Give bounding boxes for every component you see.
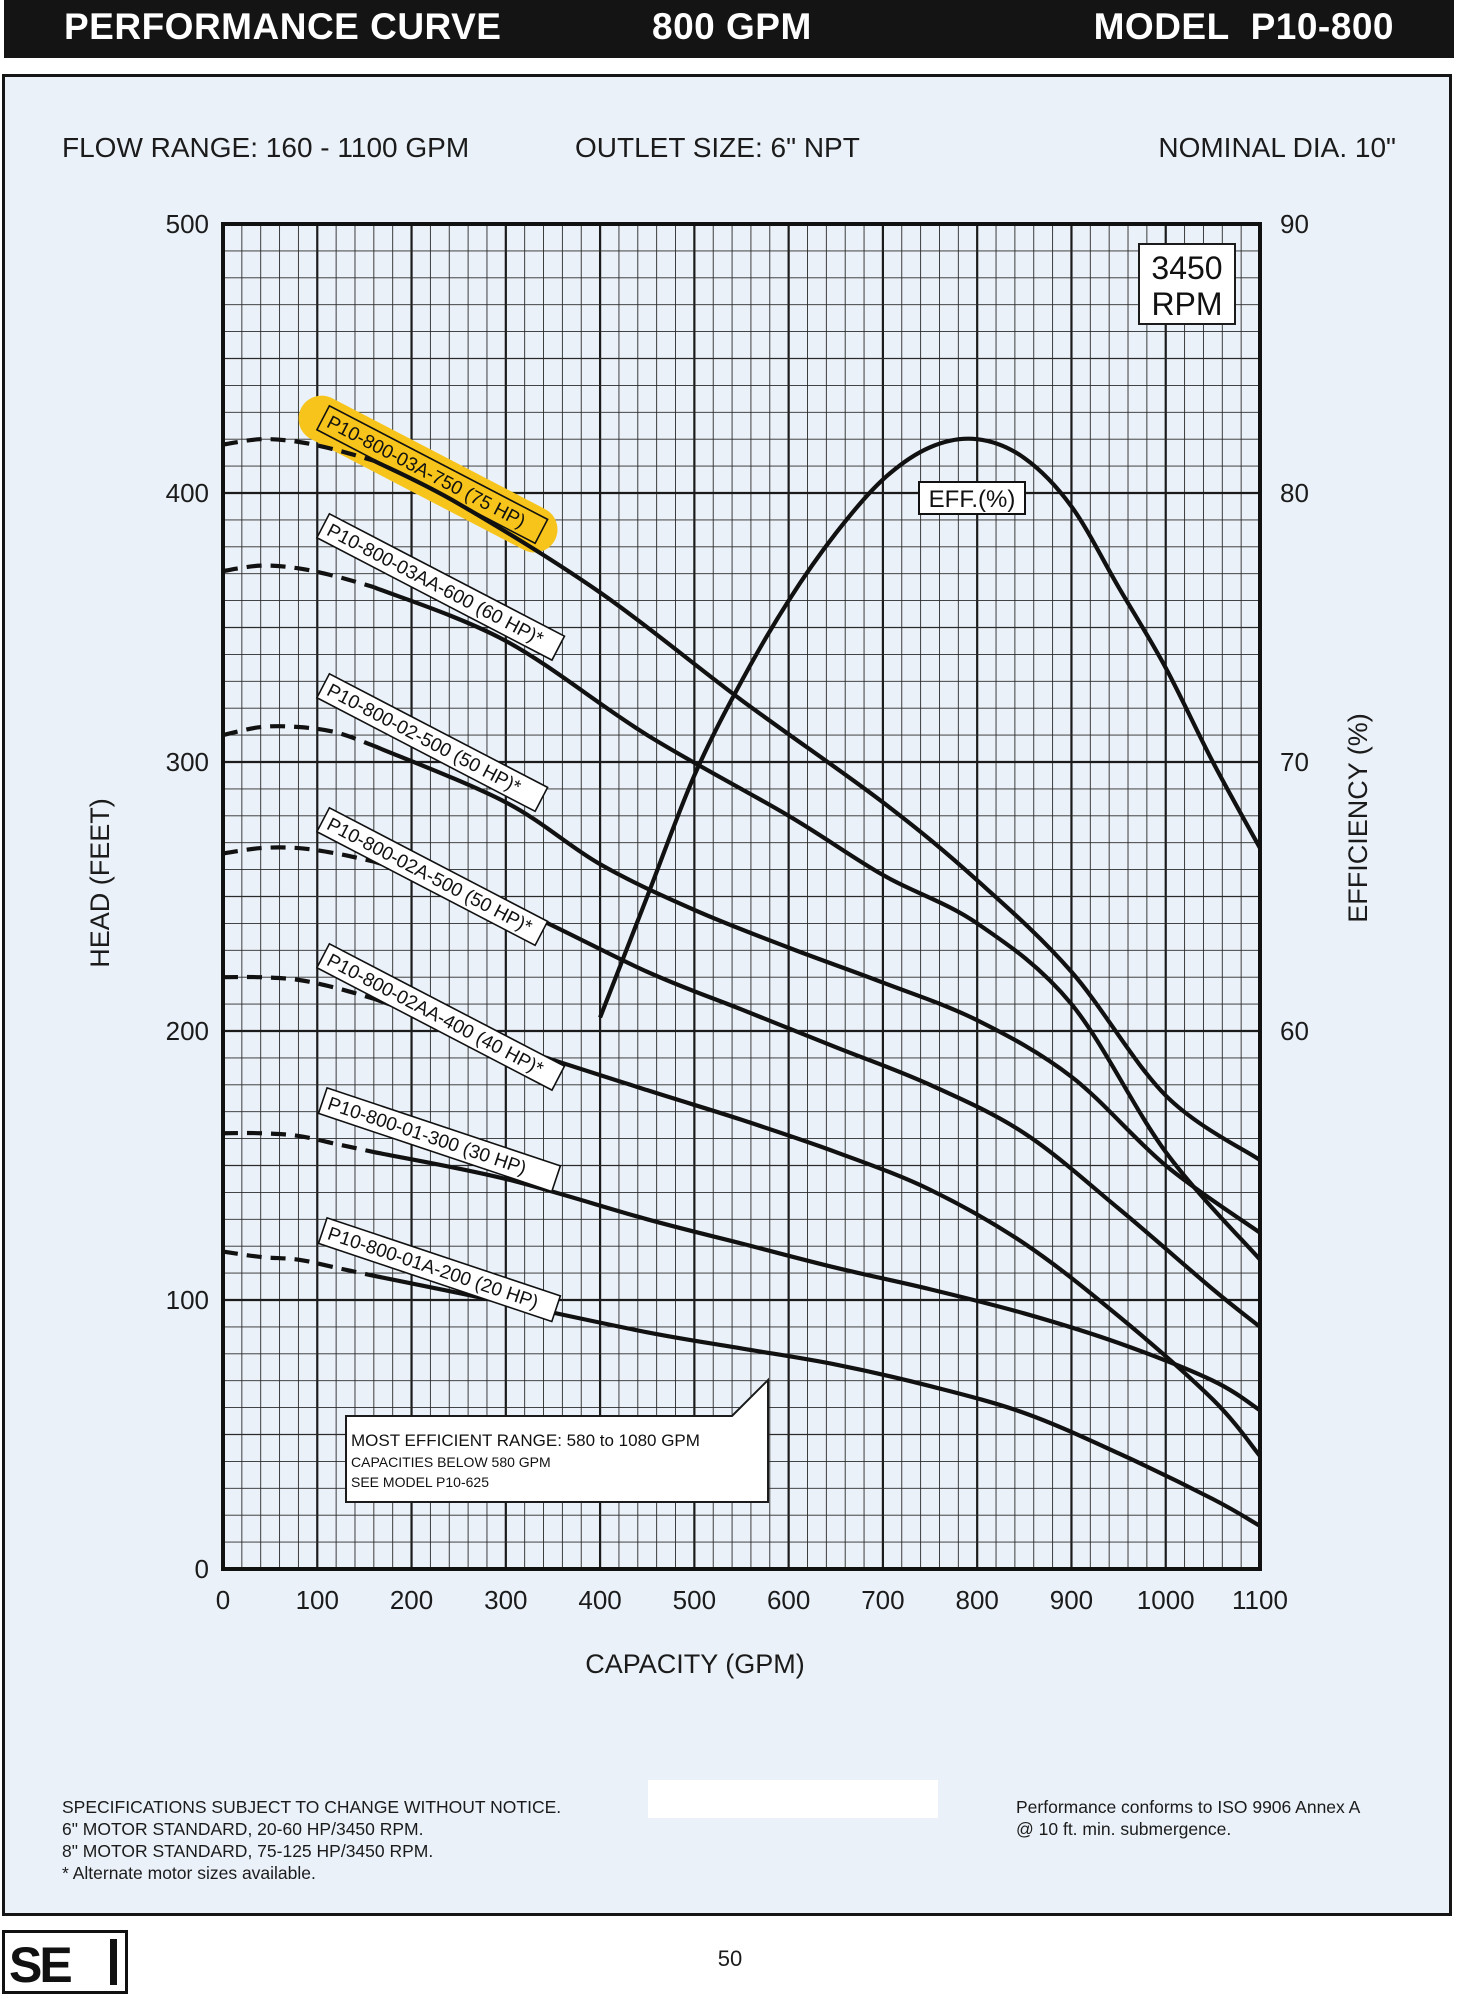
highlight-marker xyxy=(298,395,558,553)
y-tick-label: 300 xyxy=(166,747,209,777)
curve-label-box xyxy=(315,806,549,947)
curve-dashed-segment xyxy=(222,724,375,748)
efficient-range-line2: CAPACITIES BELOW 580 GPM xyxy=(351,1454,551,1470)
curve-label-box xyxy=(317,1216,562,1323)
label-highlight xyxy=(298,395,558,553)
curve-label-box xyxy=(315,404,549,545)
x-tick-label: 500 xyxy=(673,1585,716,1615)
header-model: MODEL P10-800 xyxy=(1093,6,1394,47)
x-axis-title: CAPACITY (GPM) xyxy=(585,1649,805,1679)
nominal-diameter: NOMINAL DIA. 10" xyxy=(1158,132,1396,163)
x-tick-label: 200 xyxy=(390,1585,433,1615)
y2-tick-label: 70 xyxy=(1280,747,1309,777)
efficiency-label-box xyxy=(918,481,1026,515)
curve-dashed-segment xyxy=(222,845,375,864)
efficiency-curve xyxy=(598,436,1262,1019)
plot-border xyxy=(221,222,1262,1571)
note-line: * Alternate motor sizes available. xyxy=(62,1863,316,1883)
curve-label-box xyxy=(315,512,566,662)
rpm-box: 3450 RPM xyxy=(1138,243,1236,325)
y-tick-label: 400 xyxy=(166,478,209,508)
blank-box xyxy=(648,1780,938,1818)
curve-dashed-segment xyxy=(222,1130,375,1155)
x-tick-label: 100 xyxy=(296,1585,339,1615)
efficiency-label-text: EFF.(%) xyxy=(929,486,1016,513)
y2-tick-label: 60 xyxy=(1280,1016,1309,1046)
y-tick-label: 200 xyxy=(166,1016,209,1046)
x-tick-label: 900 xyxy=(1050,1585,1093,1615)
logo-bar xyxy=(110,1939,117,1985)
curve-dashed-segment xyxy=(222,563,375,590)
y-tick-label: 500 xyxy=(166,209,209,239)
outlet-size: OUTLET SIZE: 6" NPT xyxy=(575,132,860,163)
x-tick-label: 400 xyxy=(578,1585,621,1615)
x-tick-label: 0 xyxy=(216,1585,230,1615)
rpm-unit: RPM xyxy=(1151,286,1222,322)
note-line: 8" MOTOR STANDARD, 75-125 HP/3450 RPM. xyxy=(62,1841,434,1861)
note-line: Performance conforms to ISO 9906 Annex A xyxy=(1016,1797,1361,1817)
x-tick-label: 1000 xyxy=(1137,1585,1195,1615)
curve-dashed-segment xyxy=(222,974,375,1001)
header-title: PERFORMANCE CURVE xyxy=(64,6,502,47)
note-line: SPECIFICATIONS SUBJECT TO CHANGE WITHOUT… xyxy=(62,1797,562,1817)
curve-dashed-segment xyxy=(222,437,375,463)
notes-right: Performance conforms to ISO 9906 Annex A… xyxy=(1016,1796,1360,1840)
rpm-value: 3450 xyxy=(1151,250,1222,286)
flow-range: FLOW RANGE: 160 - 1100 GPM xyxy=(62,132,470,163)
notes-left: SPECIFICATIONS SUBJECT TO CHANGE WITHOUT… xyxy=(62,1796,561,1884)
x-tick-label: 600 xyxy=(767,1585,810,1615)
logo-text: SE xyxy=(9,1937,73,1993)
y2-axis-title: EFFICIENCY (%) xyxy=(1343,713,1373,923)
efficient-range-callout: MOST EFFICIENT RANGE: 580 to 1080 GPM CA… xyxy=(345,1377,769,1503)
x-tick-label: 700 xyxy=(861,1585,904,1615)
performance-chart: P10-800-03A-750 (75 HP)P10-800-03AA-600 … xyxy=(85,209,1373,1679)
efficiency-label: EFF.(%) xyxy=(918,481,1026,515)
efficient-range-line3: SEE MODEL P10-625 xyxy=(351,1474,489,1490)
highlight-layer xyxy=(298,395,558,553)
curve-label-box xyxy=(315,942,566,1092)
curve-label-box xyxy=(317,1086,562,1193)
x-tick-label: 800 xyxy=(955,1585,998,1615)
head-curve xyxy=(372,458,1262,1162)
company-logo: SE xyxy=(2,1930,128,1994)
efficient-range-line1: MOST EFFICIENT RANGE: 580 to 1080 GPM xyxy=(351,1431,700,1450)
y-tick-label: 100 xyxy=(166,1285,209,1315)
y2-tick-label: 80 xyxy=(1280,478,1309,508)
curve-dashed-segment xyxy=(222,1249,375,1278)
curve-label-box xyxy=(315,672,549,813)
head-curve xyxy=(373,585,1262,1262)
page-number: 50 xyxy=(717,1946,743,1971)
y-tick-label: 0 xyxy=(195,1554,209,1584)
header-bar: PERFORMANCE CURVE 800 GPM MODEL P10-800 xyxy=(4,0,1454,58)
curves xyxy=(222,436,1262,1528)
header-flow-label: 800 GPM xyxy=(652,6,812,47)
y2-tick-label: 90 xyxy=(1280,209,1309,239)
head-curve xyxy=(373,859,1262,1329)
head-curve xyxy=(373,743,1262,1235)
note-line: 6" MOTOR STANDARD, 20-60 HP/3450 RPM. xyxy=(62,1819,424,1839)
tick-labels: 0 100 200 300 400 500 600 700 800 900 1000 1100 0 100… xyxy=(166,209,1309,1615)
note-line: @ 10 ft. min. submergence. xyxy=(1016,1819,1232,1839)
x-tick-label: 300 xyxy=(484,1585,527,1615)
y-axis-title: HEAD (FEET) xyxy=(85,798,115,968)
x-tick-label: 1100 xyxy=(1232,1585,1288,1615)
